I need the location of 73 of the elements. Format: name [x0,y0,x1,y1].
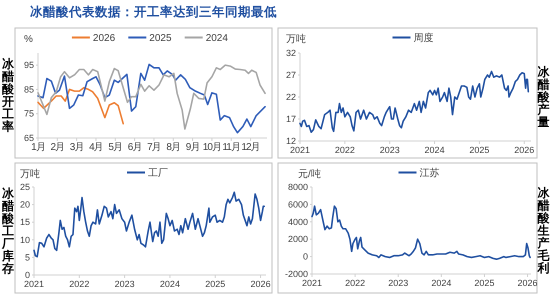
x-tick-label: 3月 [70,142,84,153]
y-tick-label: 27 [286,70,296,80]
x-tick-label: 6月 [128,142,142,153]
x-tick-label: 2023 [114,279,135,289]
line-series [33,191,265,258]
x-tick-label: 1月 [31,142,45,153]
line-series [311,205,531,260]
x-tick-label: 2021 [24,279,44,289]
x-tick-label: 2026 [518,278,538,288]
x-tick-label: 2022 [69,279,90,289]
x-tick-label: 2021 [290,145,310,155]
legend-label: 2024 [206,33,228,44]
y-tick-label: 65 [24,133,34,143]
y-tick-label: 0 [302,252,308,262]
line-series [299,70,530,133]
x-tick-label: 2021 [302,278,322,288]
y-tick-label: 85 [24,84,34,94]
x-tick-label: 11月 [222,142,240,153]
x-tick-label: 5月 [108,142,122,153]
x-tick-label: 2026 [514,145,534,155]
y-tick-label: 8000 [288,182,308,192]
x-tick-label: 2月 [50,142,64,153]
x-tick-label: 2025 [474,278,494,288]
y-tick-label: 10 [20,234,30,245]
y-tick-label: 5 [24,252,30,262]
x-tick-label: 2024 [424,145,445,155]
text: % [24,34,33,45]
x-tick-label: 2022 [345,278,366,288]
x-tick-label: 4月 [89,142,103,153]
x-tick-label: 2025 [205,279,226,289]
x-tick-label: 8月 [166,142,180,153]
x-tick-label: 12月 [241,142,260,153]
text: 元/吨 [298,168,321,180]
legend: 工厂 [127,168,168,179]
y-tick-label: 17 [286,114,296,124]
y-tick-label: 22 [286,92,296,102]
chart-title: 冰醋酸代表数据：开工率达到三年同期最低 [30,4,277,19]
x-tick-label: 2022 [334,145,355,155]
x-tick-label: 7月 [147,142,161,153]
y-tick-label: 6000 [288,199,308,210]
legend-label: 2026 [92,33,116,44]
text: 万吨 [286,33,306,45]
legend-label: 江苏 [420,167,440,179]
y-tick-label: 12 [286,136,296,146]
x-tick-label: 2024 [431,278,452,288]
y-axis-title: 冰醋酸开工率 [1,57,15,134]
y-axis-title: 冰醋酸产量 [536,64,550,129]
legend-label: 周度 [414,32,434,44]
legend: 江苏 [398,168,440,179]
y-tick-label: 4000 [288,216,308,227]
y-tick-label: -2000 [284,269,308,279]
legend: 周度 [392,33,434,44]
y-tick-label: 32 [286,48,296,58]
x-tick-label: 2026 [250,279,271,289]
y-tick-label: 15 [20,217,30,228]
y-tick-label: 95 [24,60,34,70]
y-axis-title: 冰醋酸生产毛利 [536,186,550,275]
x-tick-label: 10月 [202,142,222,153]
x-tick-label: 2023 [388,278,408,288]
legend-label: 2025 [149,33,172,44]
x-tick-label: 2024 [160,279,180,289]
x-tick-label: 2023 [380,145,400,155]
y-tick-label: 20 [20,200,30,210]
legend-label: 工厂 [148,168,168,179]
y-tick-label: 75 [24,108,34,119]
x-tick-label: 2025 [469,145,490,155]
text: 万吨 [20,168,40,180]
y-axis-title: 冰醋酸工厂库存 [1,186,15,276]
x-tick-label: 9月 [186,142,200,153]
line-series [37,86,124,124]
y-tick-label: 25 [20,182,30,192]
y-tick-label: 0 [24,270,30,280]
y-tick-label: 2000 [288,234,308,244]
